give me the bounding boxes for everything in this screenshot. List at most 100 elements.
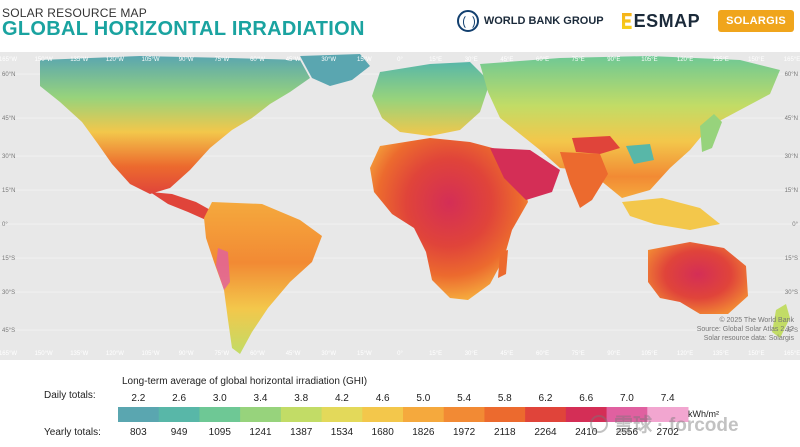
daily-tick-label: 5.4	[457, 393, 472, 404]
unit-label: kWh/m²	[688, 409, 719, 419]
longitude-label-top: 120°W	[106, 57, 124, 63]
longitude-label-bottom: 15°E	[429, 351, 442, 357]
scale-swatch	[280, 407, 323, 422]
scale-swatch	[118, 407, 160, 422]
scale-swatch	[443, 407, 485, 422]
longitude-label-top: 150°W	[35, 57, 53, 63]
longitude-label-top: 45°W	[286, 57, 301, 63]
madagascar-landmass	[498, 250, 508, 278]
solargis-logo[interactable]: SOLARGIS	[718, 10, 794, 32]
latitude-label-right: 0°	[792, 222, 798, 228]
longitude-label-top: 0°	[397, 57, 403, 63]
yearly-tick-label: 803	[130, 427, 147, 438]
africa-landmass	[370, 138, 528, 300]
longitude-label-bottom: 60°W	[250, 351, 265, 357]
longitude-label-top: 165°E	[784, 57, 800, 63]
scale-swatch	[525, 407, 567, 422]
latitude-label-left: 45°S	[2, 328, 15, 334]
longitude-label-bottom: 165°W	[0, 351, 17, 357]
latitude-label-left: 15°S	[2, 256, 15, 262]
longitude-label-top: 60°E	[536, 57, 549, 63]
yearly-tick-label: 2702	[656, 427, 679, 438]
longitude-label-bottom: 75°W	[214, 351, 229, 357]
esmap-label: ESMAP	[633, 10, 701, 31]
latitude-label-right: 30°N	[785, 154, 798, 160]
longitude-label-bottom: 90°E	[607, 351, 620, 357]
daily-tick-label: 3.8	[294, 393, 309, 404]
andes-highlight	[216, 248, 230, 290]
latitude-label-right: 60°N	[785, 72, 798, 78]
yearly-tick-label: 949	[170, 427, 188, 438]
longitude-label-bottom: 150°E	[748, 351, 764, 357]
yearly-tick-label: 1680	[371, 427, 394, 438]
longitude-label-top: 90°W	[179, 57, 194, 63]
southeast-asia-islands	[622, 198, 720, 230]
new-zealand-landmass	[772, 304, 790, 338]
longitude-label-top: 30°E	[465, 57, 478, 63]
header: SOLAR RESOURCE MAP GLOBAL HORIZONTAL IRR…	[0, 0, 800, 52]
daily-tick-label: 4.2	[334, 393, 349, 404]
scale-swatch	[321, 407, 363, 422]
japan-landmass	[700, 114, 722, 152]
daily-tick-label: 2.6	[172, 393, 187, 404]
credit-copyright: © 2025 The World Bank	[719, 317, 794, 324]
longitude-label-top: 165°W	[0, 57, 17, 63]
greenland-landmass	[300, 54, 370, 86]
longitude-label-bottom: 105°W	[142, 351, 160, 357]
scale-swatch	[647, 407, 689, 422]
longitude-label-bottom: 135°W	[70, 351, 88, 357]
map-canvas: 165°W 165°W 150°W 150°W 135°W 135°W 120°W 120°W…	[0, 54, 800, 357]
scale-swatch	[158, 407, 200, 422]
latitude-label-left: 45°N	[2, 116, 15, 122]
yearly-tick-label: 2410	[575, 427, 598, 438]
daily-tick-label: 7.0	[619, 393, 634, 404]
longitude-label-top: 135°W	[70, 57, 88, 63]
watermark-icon	[590, 414, 608, 433]
latitude-label-right: 15°S	[785, 256, 798, 262]
daily-tick-label: 4.6	[375, 393, 390, 404]
world-bank-logo[interactable]: WORLD BANK GROUP	[456, 10, 604, 32]
yearly-tick-label: 2556	[615, 427, 639, 438]
longitude-label-bottom: 30°W	[321, 351, 336, 357]
longitude-label-top: 75°W	[214, 57, 229, 63]
map-subtitle: SOLAR RESOURCE MAP	[2, 6, 147, 20]
yearly-tick-label: 1972	[452, 427, 476, 438]
credit-data: Solar resource data: Solargis	[703, 335, 794, 342]
world-map[interactable]: 165°W 165°W 150°W 150°W 135°W 135°W 120°W 120°W…	[0, 52, 800, 360]
yearly-tick-label: 1826	[412, 427, 435, 438]
longitude-label-bottom: 45°W	[286, 351, 301, 357]
latitude-label-left: 0°	[2, 222, 8, 228]
longitude-label-top: 90°E	[607, 57, 620, 63]
daily-tick-label: 7.4	[660, 393, 675, 404]
watermark: 雪球 · forcode	[590, 410, 739, 437]
north-america-landmass	[40, 56, 310, 194]
longitude-label-top: 60°W	[250, 57, 265, 63]
longitude-label-bottom: 90°W	[179, 351, 194, 357]
longitude-label-bottom: 165°E	[784, 351, 800, 357]
europe-landmass	[372, 62, 490, 136]
scale-swatch	[362, 407, 404, 422]
latitude-label-right: 45°S	[785, 328, 798, 334]
yearly-tick-label: 1241	[249, 427, 272, 438]
arabia-landmass	[490, 148, 560, 200]
watermark-text: 雪球 · forcode	[614, 415, 739, 436]
scale-swatch	[484, 407, 526, 422]
daily-tick-label: 6.2	[538, 393, 553, 404]
longitude-label-top: 15°W	[357, 57, 372, 63]
latitude-label-left: 60°N	[2, 72, 15, 78]
sichuan-basin	[626, 144, 654, 164]
globe-icon	[456, 10, 479, 32]
color-scale-bar	[118, 407, 689, 422]
longitude-label-bottom: 60°E	[536, 351, 549, 357]
longitude-label-bottom: 120°W	[106, 351, 124, 357]
daily-tick-label: 5.8	[497, 393, 512, 404]
latitude-label-right: 45°N	[785, 116, 798, 122]
esmap-logo[interactable]: ESMAP	[621, 10, 701, 32]
latitude-label-left: 15°N	[2, 188, 15, 194]
longitude-label-bottom: 135°E	[713, 351, 729, 357]
india-landmass	[560, 152, 608, 208]
longitude-label-top: 135°E	[713, 57, 729, 63]
central-america-landmass	[150, 192, 214, 220]
longitude-label-top: 15°E	[429, 57, 442, 63]
daily-tick-label: 3.0	[212, 393, 227, 404]
